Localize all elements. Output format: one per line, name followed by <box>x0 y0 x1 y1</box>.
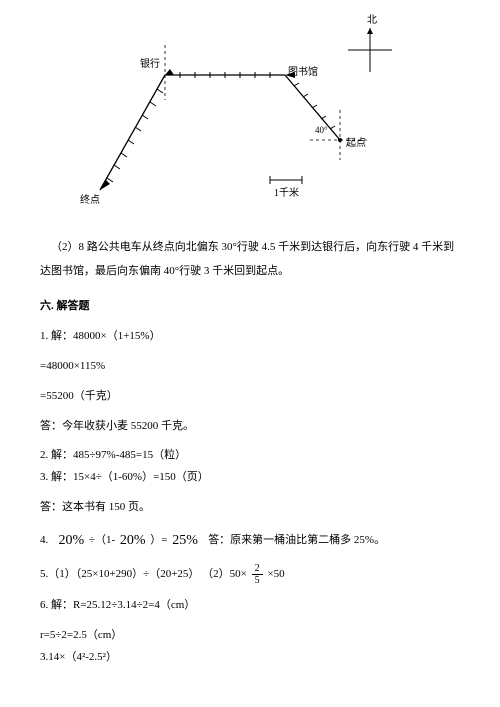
q4-mid2: ）= <box>150 534 167 546</box>
q1-line-3: 答：今年收获小麦 55200 千克。 <box>40 417 460 437</box>
q6-line-1: r=5÷2=2.5（cm） <box>40 626 460 646</box>
q1-line-2: =55200（千克） <box>40 387 460 407</box>
label-bank: 银行 <box>140 56 160 74</box>
problem-2-text: （2）8 路公共电车从终点向北偏东 30°行驶 4.5 千米到达银行后，向东行驶… <box>40 235 460 283</box>
q4-p1: 20% <box>57 533 87 548</box>
section-6-title: 六. 解答题 <box>40 297 460 317</box>
q5-text-a: 5.（1）（25×10+290）÷（20+25） （2）50× <box>40 568 247 580</box>
q4-mid1: ÷（1- <box>89 534 115 546</box>
route-diagram: 北 银行 图书馆 起点 终点 40° 1千米 <box>70 20 430 220</box>
label-library: 图书馆 <box>288 64 318 82</box>
q5-text-b: ×50 <box>267 568 284 580</box>
q5-line: 5.（1）（25×10+290）÷（20+25） （2）50× 2 5 ×50 <box>40 563 460 586</box>
label-angle: 40° <box>315 122 328 138</box>
q5-frac-d: 5 <box>252 575 263 586</box>
q4-line: 4. 20% ÷（1- 20% ）= 25% 答：原来第一桶油比第二桶多 25%… <box>40 528 460 553</box>
q5-frac: 2 5 <box>250 563 265 586</box>
q1-line-0: 1. 解：48000×（1+15%） <box>40 327 460 347</box>
label-scale: 1千米 <box>274 185 299 203</box>
q3-ans: 答：这本书有 150 页。 <box>40 498 460 518</box>
q4-p2: 20% <box>118 533 148 548</box>
q4-p3: 25% <box>170 533 200 548</box>
label-start: 起点 <box>346 135 366 153</box>
q2-line: 2. 解：485÷97%-485=15（粒） <box>40 446 460 466</box>
q6-line-0: 6. 解：R=25.12÷3.14÷2=4（cm） <box>40 596 460 616</box>
q5-frac-n: 2 <box>252 563 263 575</box>
q4-prefix: 4. <box>40 534 48 546</box>
q1-line-1: =48000×115% <box>40 357 460 377</box>
label-end: 终点 <box>80 192 100 210</box>
q6-line-2: 3.14×（4²-2.5²） <box>40 648 460 668</box>
label-north: 北 <box>367 12 377 30</box>
diagram-svg <box>70 20 430 220</box>
q3-line: 3. 解：15×4÷（1-60%）=150（页） <box>40 468 460 488</box>
q4-suffix: 答：原来第一桶油比第二桶多 25%。 <box>208 534 385 546</box>
